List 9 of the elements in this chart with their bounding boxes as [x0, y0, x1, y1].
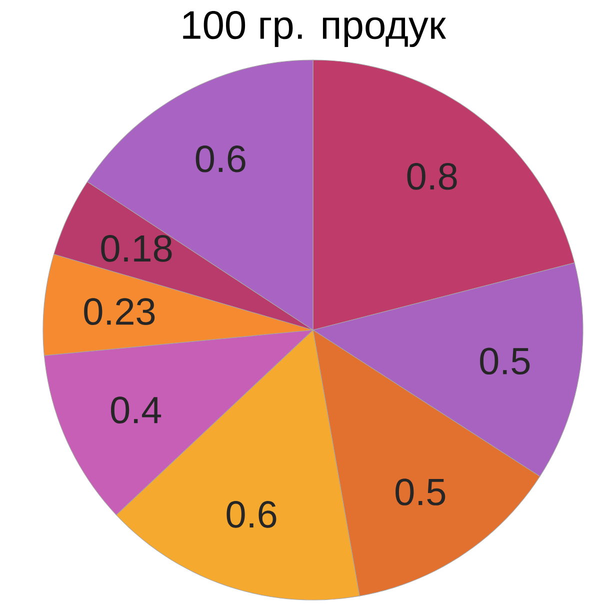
chart-title: 100 гр. продук — [183, 10, 446, 48]
data-label: 0.6 — [196, 145, 246, 172]
data-label: 0.6 — [226, 501, 276, 528]
data-label: 0.5 — [396, 478, 446, 506]
data-label: 0.8 — [407, 162, 457, 190]
data-label: 0.4 — [111, 396, 162, 424]
data-label: 0.18 — [101, 235, 172, 262]
data-label: 0.23 — [84, 298, 155, 325]
data-label: 0.5 — [480, 348, 530, 375]
